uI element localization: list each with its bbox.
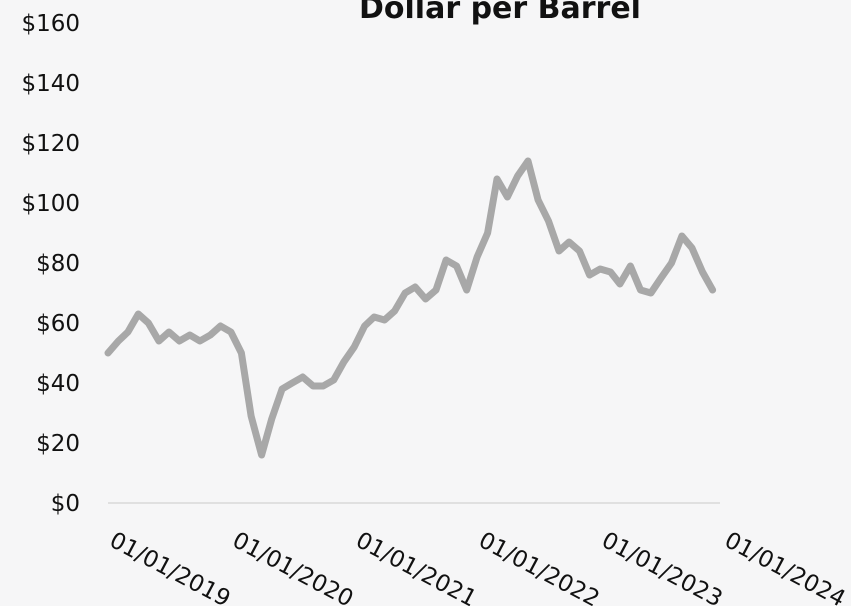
y-tick-label: $40 (36, 371, 80, 397)
y-tick-label: $160 (21, 11, 80, 37)
y-tick-label: $20 (36, 431, 80, 457)
chart-title: Dollar per Barrel (359, 0, 641, 26)
y-tick-label: $0 (51, 491, 80, 517)
y-tick-label: $100 (21, 191, 80, 217)
line-series (104, 157, 717, 459)
y-tick-label: $120 (21, 131, 80, 157)
y-tick-label: $80 (36, 251, 80, 277)
y-tick-label: $60 (36, 311, 80, 337)
y-tick-label: $140 (21, 71, 80, 97)
